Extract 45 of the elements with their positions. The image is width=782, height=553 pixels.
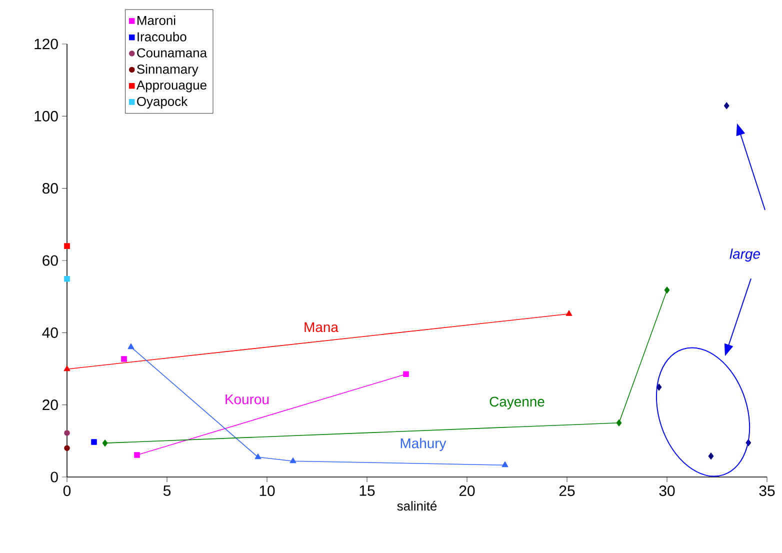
x-tick-label: 35 [759, 486, 775, 496]
y-tick-label: 120 [34, 38, 58, 50]
annotation: large [730, 248, 760, 262]
point [403, 371, 409, 378]
point [64, 445, 70, 452]
point [64, 430, 70, 436]
x-tick-label: 10 [260, 486, 275, 496]
point [121, 356, 127, 362]
legend-label: Maroni [138, 16, 176, 26]
y-tick-label: 60 [42, 255, 58, 266]
series-label: Mana [304, 322, 338, 332]
legend-label: Sinnamary [137, 64, 198, 76]
x-tick-label: 15 [360, 486, 375, 496]
point [724, 102, 730, 110]
x-tick-label: 20 [459, 486, 475, 496]
point [64, 276, 70, 282]
y-tick-label: 100 [34, 110, 58, 122]
point [502, 461, 508, 468]
x-tick-label: 25 [559, 486, 575, 496]
series-label: Cayenne [490, 396, 544, 410]
point [91, 439, 97, 445]
point [708, 452, 714, 460]
x-axis-title: salinité [397, 500, 437, 511]
point [64, 243, 70, 249]
legend-label: Oyapock [137, 96, 188, 109]
series-label: Kourou [226, 394, 269, 404]
point [128, 343, 134, 350]
y-tick-label: 20 [42, 400, 58, 410]
legend-label: Counamana [137, 48, 207, 58]
y-tick-label: 0 [50, 472, 58, 482]
point [656, 384, 662, 391]
point [134, 452, 140, 458]
x-tick-label: 0 [63, 486, 71, 496]
y-tick-label: 80 [42, 183, 58, 194]
y-tick-label: 40 [42, 327, 58, 338]
x-tick-label: 30 [659, 486, 675, 496]
legend-label: Iracoubo [138, 32, 186, 42]
point [290, 457, 296, 464]
point [616, 419, 622, 426]
legend-label: Approuague [136, 80, 206, 92]
point [664, 286, 670, 294]
point [254, 453, 262, 460]
series-label: Mahury [400, 438, 446, 452]
point [102, 440, 108, 447]
x-tick-label: 5 [163, 486, 171, 496]
